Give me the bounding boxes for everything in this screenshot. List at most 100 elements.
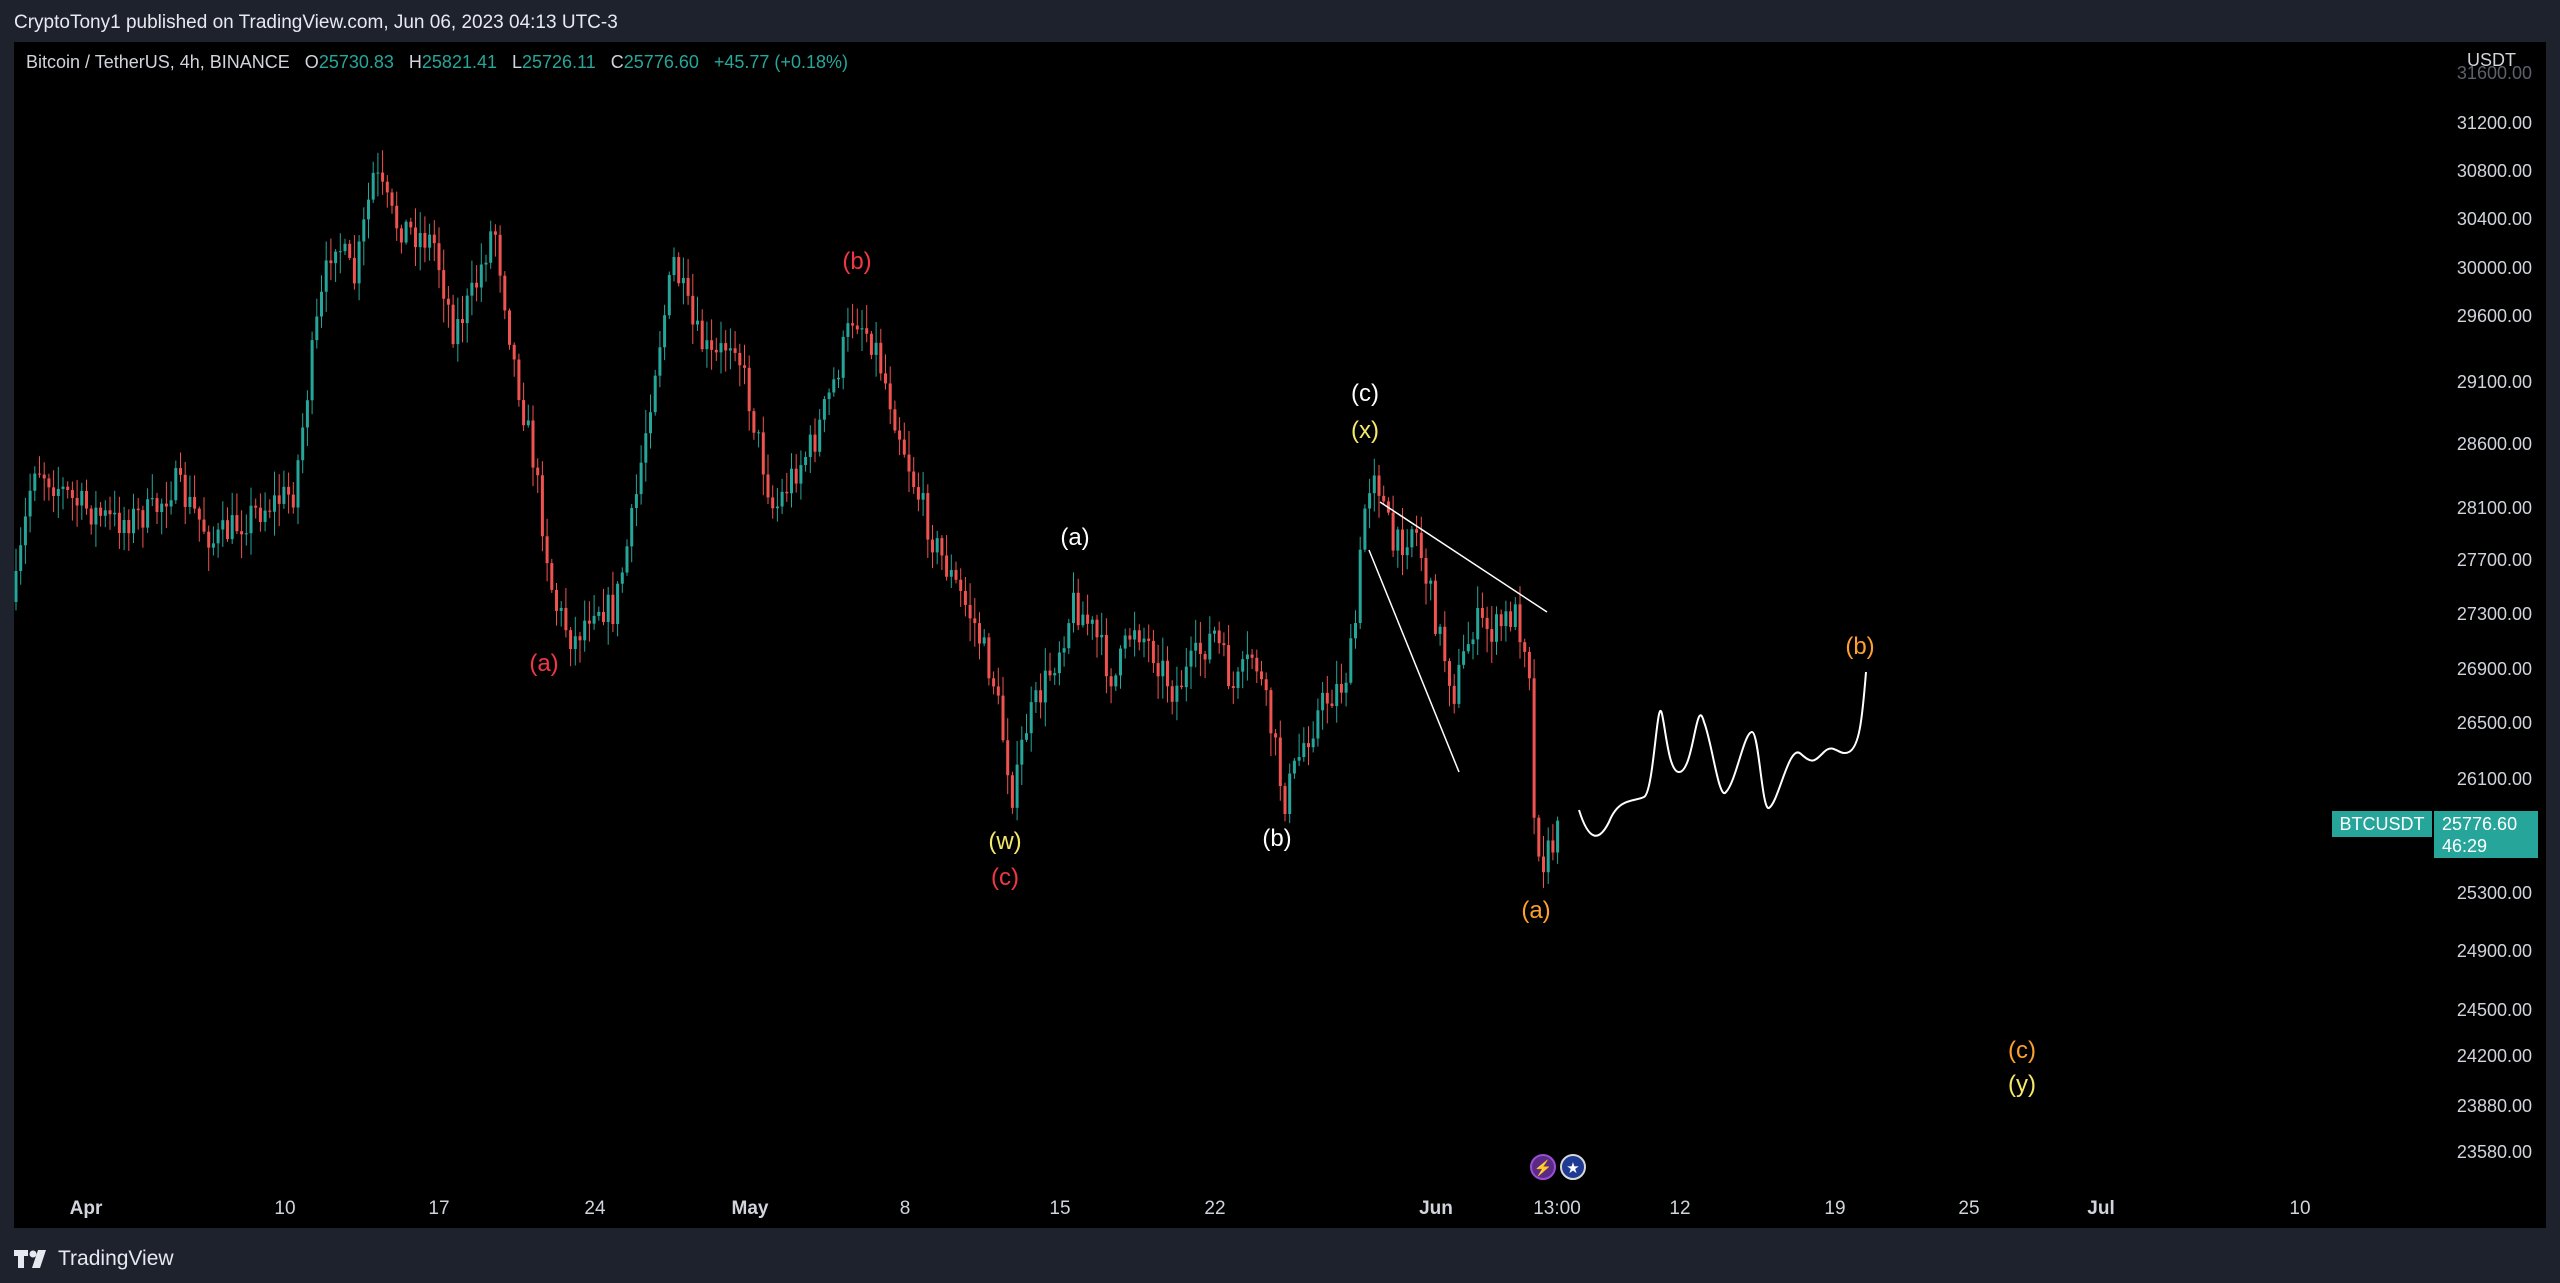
candle-body xyxy=(1354,622,1357,639)
wave-label-x: (x) xyxy=(1351,417,1379,444)
candle-body xyxy=(945,555,949,577)
candle-body xyxy=(179,468,182,475)
candle-body xyxy=(1523,642,1527,652)
candle-body xyxy=(808,434,812,458)
wave-label-w: (w) xyxy=(988,828,1022,855)
candle-body xyxy=(174,468,178,501)
candle-body xyxy=(512,344,516,360)
candle-body xyxy=(968,604,972,619)
candle-body xyxy=(738,352,742,366)
projected-wave-path[interactable] xyxy=(1578,671,1867,837)
candle-body xyxy=(1133,630,1137,640)
triangle-upper-trendline[interactable] xyxy=(1379,501,1548,613)
candle-body xyxy=(56,488,60,496)
price-tick: 27300.00 xyxy=(2456,604,2532,624)
candle-body xyxy=(658,347,662,376)
time-tick: 22 xyxy=(1204,1198,1226,1219)
time-scale[interactable]: Apr 10 17 24 May 8 15 22 Jun 13:00 12 19 25 Jul 10 xyxy=(14,1192,2422,1228)
price-tick: 29600.00 xyxy=(2456,306,2532,326)
candle-body xyxy=(902,439,906,455)
candle-body xyxy=(409,221,413,228)
candle-body xyxy=(1194,642,1198,651)
candle-body xyxy=(249,505,253,534)
candle-body xyxy=(277,495,281,504)
candle-body xyxy=(1170,686,1174,702)
candle-body xyxy=(1396,529,1400,551)
candle-body xyxy=(207,531,211,548)
time-tick: 15 xyxy=(1049,1198,1071,1219)
candle-body xyxy=(639,462,643,495)
wave-label-white-c: (c) xyxy=(1351,380,1379,407)
candle-body xyxy=(1542,856,1545,873)
candle-body xyxy=(1344,682,1348,693)
candle-body xyxy=(841,336,845,378)
time-tick: 8 xyxy=(899,1198,911,1219)
candle-body xyxy=(1330,703,1334,706)
close-value: 25776.60 xyxy=(623,52,699,72)
candle-body xyxy=(1292,760,1296,774)
candle-body xyxy=(169,500,173,507)
candle-body xyxy=(38,473,41,475)
candle-body xyxy=(395,205,399,229)
candle-body xyxy=(898,430,902,440)
candle-body xyxy=(1448,661,1451,686)
candle-body xyxy=(164,503,168,507)
candle-body xyxy=(1076,592,1080,626)
candle-body xyxy=(677,257,681,284)
candle-body xyxy=(926,493,930,540)
current-price: 25776.60 xyxy=(2442,814,2518,834)
candle-body xyxy=(1527,651,1531,679)
chart-pane[interactable]: Bitcoin / TetherUS, 4h, BINANCE O25730.8… xyxy=(14,42,2422,1228)
candle-body xyxy=(733,348,737,353)
price-tick: 30400.00 xyxy=(2456,209,2532,229)
candle-body xyxy=(19,545,23,572)
candle-body xyxy=(992,678,996,687)
candle-body xyxy=(150,498,154,500)
candle-body xyxy=(385,181,389,193)
footer: TradingView xyxy=(14,1244,174,1274)
wave-label-red-c: (c) xyxy=(991,864,1019,891)
candle-body xyxy=(1415,529,1419,533)
candle-body xyxy=(879,342,883,374)
candle-body xyxy=(1401,529,1404,556)
candle-body xyxy=(258,507,262,522)
candle-body xyxy=(1217,630,1221,644)
candle-body xyxy=(301,427,305,461)
candle-body xyxy=(1147,638,1151,641)
price-scale[interactable]: USDT 31600.00 31200.00 30800.00 30400.00 300… xyxy=(2422,42,2546,1228)
candle-body xyxy=(1302,743,1306,758)
price-tick: 31200.00 xyxy=(2456,113,2532,133)
candle-body xyxy=(916,487,920,500)
candle-body xyxy=(573,636,577,649)
candle-body xyxy=(33,473,37,491)
candle-body xyxy=(479,264,483,288)
candle-body xyxy=(423,232,427,248)
candle-body xyxy=(1231,686,1235,688)
us-flag-event-icon[interactable]: ★ xyxy=(1560,1154,1586,1180)
candle-body xyxy=(1264,679,1268,691)
candle-body xyxy=(681,277,685,284)
candle-body xyxy=(719,343,723,353)
candle-body xyxy=(827,392,831,400)
candle-body xyxy=(587,620,591,624)
candle-body xyxy=(456,319,460,345)
candle-body xyxy=(696,320,699,325)
candle-body xyxy=(282,486,286,504)
triangle-lower-trendline[interactable] xyxy=(1368,549,1460,773)
brand-name: TradingView xyxy=(58,1247,174,1270)
candle-body xyxy=(949,570,953,577)
candle-body xyxy=(1443,626,1447,662)
lightning-event-icon[interactable]: ⚡ xyxy=(1530,1154,1556,1180)
price-tick: 28100.00 xyxy=(2456,498,2532,518)
candle-body xyxy=(1419,532,1423,559)
candle-body xyxy=(1034,690,1038,703)
candle-body xyxy=(813,434,817,452)
time-tick: 19 xyxy=(1824,1198,1846,1219)
candle-body xyxy=(94,507,98,525)
price-chart[interactable] xyxy=(14,42,2422,1228)
candle-body xyxy=(592,615,596,624)
candle-body xyxy=(1029,702,1033,734)
candle-body xyxy=(1039,690,1043,703)
candle-body xyxy=(47,478,51,488)
candle-body xyxy=(1377,475,1381,496)
